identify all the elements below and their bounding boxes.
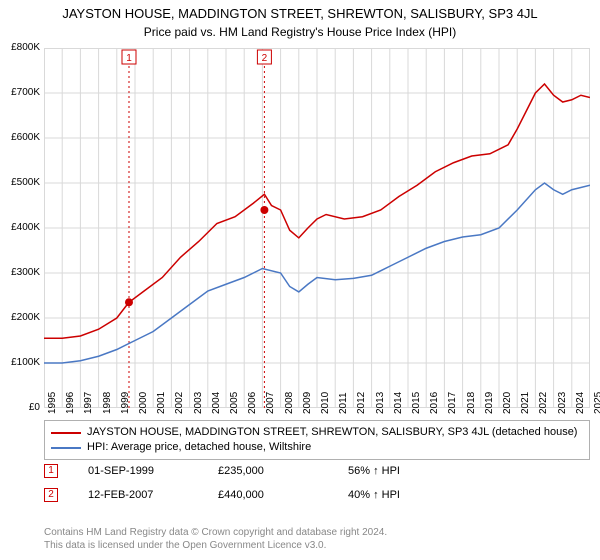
x-tick-label: 2013 bbox=[375, 392, 386, 414]
legend-swatch bbox=[51, 432, 81, 434]
x-tick-label: 2025 bbox=[593, 392, 600, 414]
legend-item: HPI: Average price, detached house, Wilt… bbox=[51, 440, 583, 455]
y-tick-label: £200K bbox=[0, 312, 40, 323]
x-tick-label: 2012 bbox=[356, 392, 367, 414]
y-tick-label: £800K bbox=[0, 42, 40, 53]
x-tick-label: 2021 bbox=[520, 392, 531, 414]
x-tick-label: 1995 bbox=[47, 392, 58, 414]
sale-pct: 40% HPI bbox=[348, 489, 448, 501]
y-tick-label: £600K bbox=[0, 132, 40, 143]
sale-row-2: 2 12-FEB-2007 £440,000 40% HPI bbox=[44, 488, 590, 502]
legend-label: HPI: Average price, detached house, Wilt… bbox=[87, 440, 311, 455]
x-tick-label: 2002 bbox=[174, 392, 185, 414]
x-tick-label: 2011 bbox=[338, 392, 349, 414]
footnote: Contains HM Land Registry data © Crown c… bbox=[44, 526, 387, 552]
x-tick-label: 2008 bbox=[284, 392, 295, 414]
x-tick-label: 2017 bbox=[447, 392, 458, 414]
x-tick-label: 1996 bbox=[65, 392, 76, 414]
x-tick-label: 2018 bbox=[466, 392, 477, 414]
x-tick-label: 2000 bbox=[138, 392, 149, 414]
y-tick-label: £300K bbox=[0, 267, 40, 278]
sale-row-1: 1 01-SEP-1999 £235,000 56% HPI bbox=[44, 464, 590, 478]
x-tick-label: 2014 bbox=[393, 392, 404, 414]
sale-marker-2: 2 bbox=[44, 488, 58, 502]
x-tick-label: 1997 bbox=[83, 392, 94, 414]
y-tick-label: £400K bbox=[0, 222, 40, 233]
x-tick-label: 2004 bbox=[211, 392, 222, 414]
svg-text:1: 1 bbox=[126, 53, 132, 64]
x-tick-label: 2022 bbox=[538, 392, 549, 414]
y-tick-label: £500K bbox=[0, 177, 40, 188]
sale-price: £440,000 bbox=[218, 489, 318, 501]
y-tick-label: £100K bbox=[0, 357, 40, 368]
x-tick-label: 2016 bbox=[429, 392, 440, 414]
x-tick-label: 2006 bbox=[247, 392, 258, 414]
y-tick-label: £0 bbox=[0, 402, 40, 413]
x-tick-label: 2001 bbox=[156, 392, 167, 414]
x-tick-label: 2005 bbox=[229, 392, 240, 414]
page-subtitle: Price paid vs. HM Land Registry's House … bbox=[0, 21, 600, 45]
x-tick-label: 2024 bbox=[575, 392, 586, 414]
x-tick-label: 2015 bbox=[411, 392, 422, 414]
x-tick-label: 1998 bbox=[102, 392, 113, 414]
x-tick-label: 2019 bbox=[484, 392, 495, 414]
price-chart: 12 bbox=[44, 48, 590, 408]
legend-swatch bbox=[51, 447, 81, 449]
sale-price: £235,000 bbox=[218, 465, 318, 477]
x-tick-label: 2020 bbox=[502, 392, 513, 414]
x-tick-label: 2023 bbox=[557, 392, 568, 414]
x-tick-label: 2003 bbox=[193, 392, 204, 414]
x-tick-label: 2010 bbox=[320, 392, 331, 414]
legend: JAYSTON HOUSE, MADDINGTON STREET, SHREWT… bbox=[44, 420, 590, 460]
page-title: JAYSTON HOUSE, MADDINGTON STREET, SHREWT… bbox=[0, 0, 600, 21]
sale-date: 12-FEB-2007 bbox=[88, 489, 188, 501]
x-tick-label: 2007 bbox=[265, 392, 276, 414]
x-tick-label: 2009 bbox=[302, 392, 313, 414]
sale-pct: 56% HPI bbox=[348, 465, 448, 477]
sale-marker-1: 1 bbox=[44, 464, 58, 478]
sale-date: 01-SEP-1999 bbox=[88, 465, 188, 477]
legend-item: JAYSTON HOUSE, MADDINGTON STREET, SHREWT… bbox=[51, 425, 583, 440]
x-tick-label: 1999 bbox=[120, 392, 131, 414]
y-tick-label: £700K bbox=[0, 87, 40, 98]
svg-text:2: 2 bbox=[262, 53, 268, 64]
legend-label: JAYSTON HOUSE, MADDINGTON STREET, SHREWT… bbox=[87, 425, 577, 440]
